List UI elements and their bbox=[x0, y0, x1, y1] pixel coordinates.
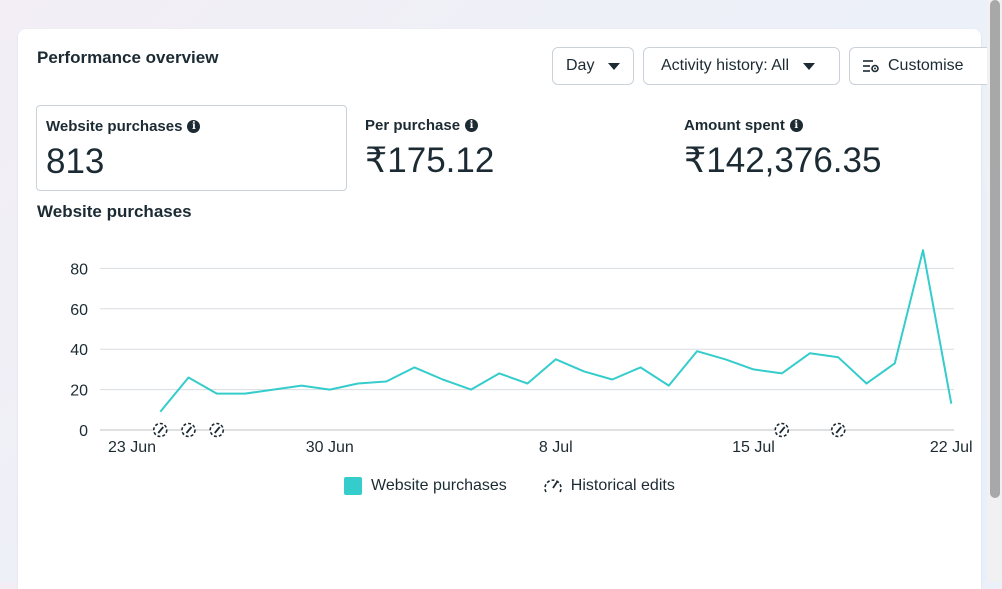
data-point bbox=[440, 377, 445, 382]
line-chart: 0 20 40 60 80 23 Jun 30 Jun 8 Jul 15 Jul 22 Jul bbox=[70, 248, 973, 456]
metric-label: Amount spent bbox=[684, 117, 785, 134]
data-point bbox=[271, 387, 276, 392]
metric-website-purchases[interactable]: Website purchases i 813 bbox=[36, 105, 347, 191]
legend-edits-label[interactable]: Historical edits bbox=[570, 477, 675, 494]
chart-legend: Website purchases Historical edits bbox=[344, 477, 675, 495]
metric-value: ₹142,376.35 bbox=[684, 141, 882, 180]
data-point bbox=[864, 381, 869, 386]
data-point bbox=[214, 391, 219, 396]
x-tick-label: 30 Jun bbox=[306, 439, 354, 456]
data-point bbox=[949, 401, 954, 406]
caret-down-icon bbox=[803, 62, 816, 70]
data-point bbox=[723, 357, 728, 362]
metric-value: ₹175.12 bbox=[365, 141, 495, 180]
data-point bbox=[836, 355, 841, 360]
info-icon[interactable]: i bbox=[789, 119, 803, 132]
legend-swatch bbox=[344, 477, 362, 495]
data-point bbox=[384, 379, 389, 384]
page-title: Performance overview bbox=[37, 48, 219, 67]
data-point bbox=[582, 369, 587, 374]
data-point bbox=[158, 409, 163, 414]
metric-amount-spent[interactable]: Amount spent i ₹142,376.35 bbox=[675, 105, 975, 191]
caret-down-icon bbox=[608, 62, 621, 70]
activity-history-label: Activity history: All bbox=[661, 57, 790, 74]
historical-edit-marker-needle bbox=[835, 426, 842, 434]
scrollbar-thumb[interactable] bbox=[990, 0, 1000, 498]
x-tick-label: 22 Jul bbox=[930, 439, 973, 456]
metric-label: Website purchases bbox=[46, 118, 183, 135]
data-point bbox=[779, 371, 784, 376]
data-point bbox=[921, 248, 926, 253]
y-tick-label: 20 bbox=[70, 383, 88, 400]
data-point bbox=[553, 357, 558, 362]
y-tick-label: 80 bbox=[70, 261, 88, 278]
data-point bbox=[666, 383, 671, 388]
legend-series-label[interactable]: Website purchases bbox=[371, 477, 507, 494]
customise-button[interactable]: Customise bbox=[849, 47, 989, 85]
info-icon[interactable]: i bbox=[465, 119, 479, 132]
data-point bbox=[243, 391, 248, 396]
data-point bbox=[327, 387, 332, 392]
historical-edit-marker-needle bbox=[185, 426, 193, 434]
performance-overview-card: Performance overview Day Activity histor… bbox=[18, 29, 989, 589]
historical-edit-marker-needle bbox=[214, 426, 221, 434]
data-point bbox=[469, 387, 474, 392]
x-tick-label: 15 Jul bbox=[732, 439, 775, 456]
historical-edit-marker-needle bbox=[779, 426, 786, 434]
data-point bbox=[497, 371, 502, 376]
x-tick-label: 23 Jun bbox=[108, 439, 156, 456]
day-dropdown[interactable]: Day bbox=[552, 47, 634, 85]
historical-edit-marker-needle bbox=[157, 426, 164, 434]
data-point bbox=[638, 365, 643, 370]
y-tick-label: 40 bbox=[70, 342, 88, 359]
customise-label: Customise bbox=[888, 57, 964, 74]
metric-label: Per purchase bbox=[365, 117, 461, 134]
x-tick-label: 8 Jul bbox=[539, 439, 573, 456]
historical-edit-icon bbox=[543, 479, 562, 493]
scrollbar[interactable] bbox=[987, 0, 1001, 582]
customise-columns-icon bbox=[863, 60, 879, 73]
chart-title: Website purchases bbox=[37, 202, 192, 221]
data-point bbox=[525, 381, 530, 386]
day-dropdown-label: Day bbox=[566, 57, 595, 74]
y-tick-label: 60 bbox=[70, 302, 88, 319]
metric-per-purchase[interactable]: Per purchase i ₹175.12 bbox=[356, 105, 656, 191]
data-point bbox=[695, 349, 700, 354]
data-point bbox=[412, 365, 417, 370]
data-point bbox=[186, 375, 191, 380]
activity-history-dropdown[interactable]: Activity history: All bbox=[643, 47, 840, 85]
data-point bbox=[356, 381, 361, 386]
data-point bbox=[892, 361, 897, 366]
data-point bbox=[808, 351, 813, 356]
series-line bbox=[159, 249, 953, 413]
y-tick-label: 0 bbox=[79, 423, 88, 440]
metric-value: 813 bbox=[46, 142, 105, 181]
info-icon[interactable]: i bbox=[187, 120, 201, 133]
data-point bbox=[299, 383, 304, 388]
data-point bbox=[610, 377, 615, 382]
data-point bbox=[751, 367, 756, 372]
